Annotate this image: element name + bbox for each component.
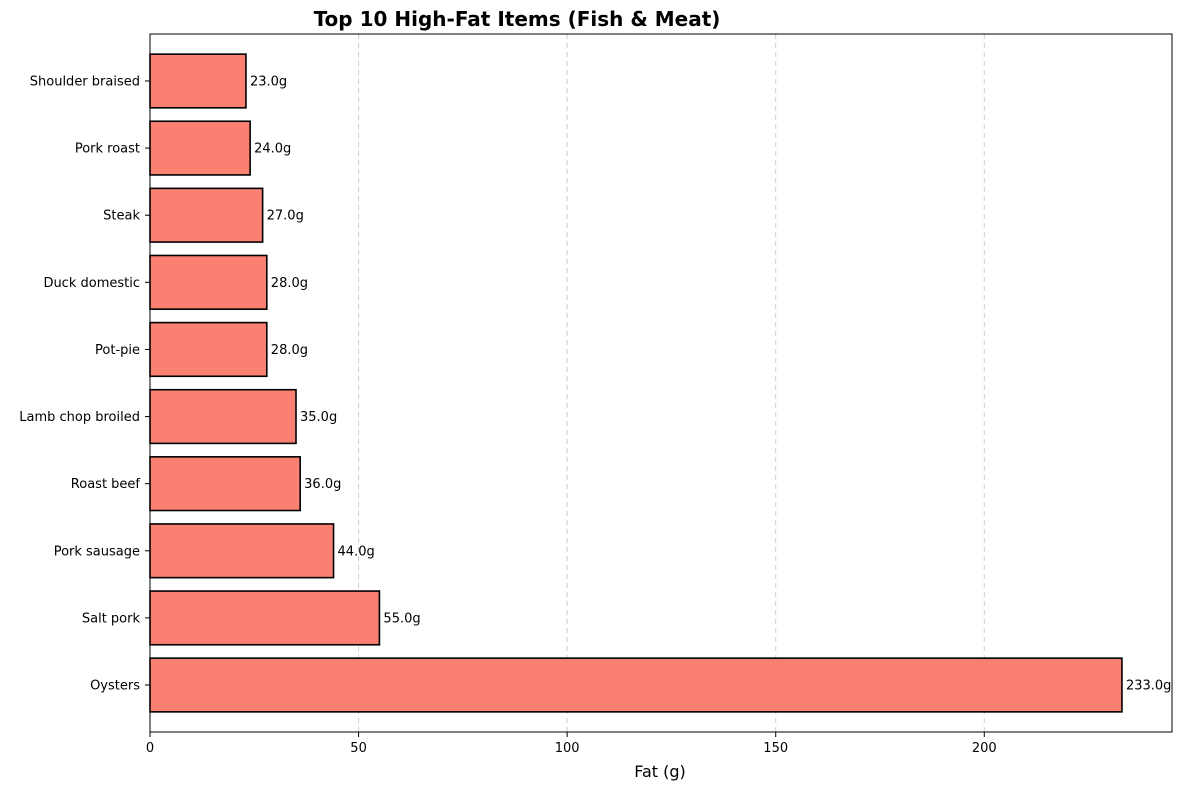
bar [149, 321, 268, 378]
bar [149, 590, 381, 646]
bar [149, 388, 297, 445]
bar [149, 187, 264, 243]
y-tick-label: Lamb chop broiled [19, 410, 140, 425]
bar-value-label: 27.0g [267, 209, 304, 224]
x-axis-label: Fat (g) [634, 762, 686, 781]
bar-value-label: 233.0g [1126, 679, 1171, 694]
bar [149, 456, 301, 512]
x-tick-label: 100 [555, 741, 580, 756]
y-axis-ticks: Oysters Salt pork Pork sausage Roast beef La… [19, 74, 150, 694]
x-tick-label: 200 [972, 741, 997, 756]
bar [149, 53, 247, 109]
chart-title: Top 10 High-Fat Items (Fish & Meat) [314, 7, 721, 31]
bar-value-label: 35.0g [300, 410, 337, 425]
x-tick-label: 0 [146, 741, 154, 756]
data-labels: 233.0g 55.0g 44.0g 36.0g 35.0g 28.0g 28.0g 27.0… [250, 74, 1171, 693]
bar-value-label: 28.0g [271, 276, 308, 291]
y-tick-label: Steak [103, 209, 140, 224]
bar-value-label: 44.0g [338, 544, 375, 559]
y-tick-label: Shoulder braised [30, 74, 140, 89]
bar [149, 120, 251, 176]
x-tick-label: 50 [350, 741, 367, 756]
x-tick-label: 150 [763, 741, 788, 756]
bar-value-label: 36.0g [304, 477, 341, 492]
bar [149, 523, 335, 579]
bar-value-label: 55.0g [383, 611, 420, 626]
bar [149, 657, 1123, 713]
x-axis-ticks: 0 50 100 150 200 [146, 732, 997, 756]
bar-value-label: 24.0g [254, 142, 291, 157]
bar-value-label: 28.0g [271, 343, 308, 358]
plot-frame [149, 33, 1173, 733]
y-tick-label: Pork roast [75, 142, 140, 157]
gridlines [358, 34, 985, 732]
y-tick-label: Pot-pie [95, 343, 140, 358]
bar [149, 254, 268, 310]
y-tick-label: Oysters [90, 679, 140, 694]
y-tick-label: Salt pork [82, 611, 141, 626]
y-tick-label: Roast beef [71, 477, 141, 492]
bars [149, 53, 1123, 713]
y-tick-label: Pork sausage [54, 544, 140, 559]
bar-value-label: 23.0g [250, 74, 287, 89]
y-tick-label: Duck domestic [43, 276, 140, 291]
